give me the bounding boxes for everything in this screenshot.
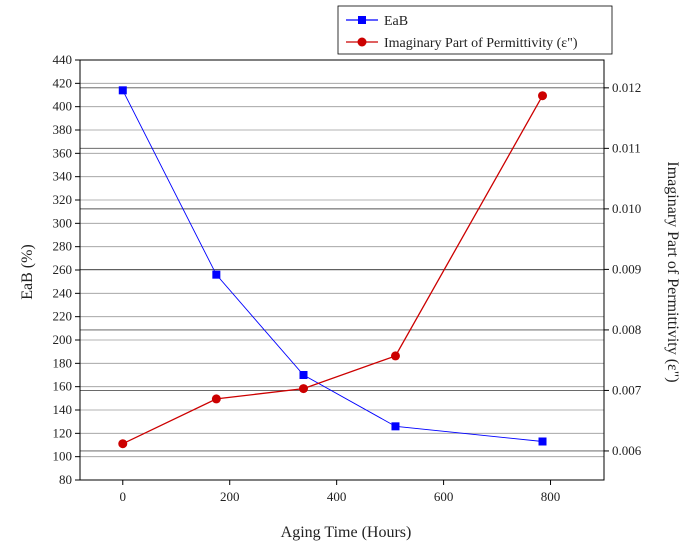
y-tick-label: 260 — [53, 262, 73, 277]
y-tick-label: 180 — [53, 355, 73, 370]
y-tick-label: 300 — [53, 215, 73, 230]
legend-entry-label: Imaginary Part of Permittivity (ε") — [384, 36, 578, 51]
data-point-eab — [212, 270, 221, 279]
data-point-permittivity — [118, 439, 128, 449]
legend-entry-label: EaB — [384, 14, 408, 29]
y-tick-label: 160 — [53, 379, 73, 394]
data-point-permittivity — [211, 394, 221, 404]
y-tick-label: 80 — [59, 472, 72, 487]
y-tick-label: 280 — [53, 239, 73, 254]
y-tick-label: 100 — [53, 449, 73, 464]
y-tick-label: 220 — [53, 309, 73, 324]
y-tick-label: 380 — [53, 122, 73, 137]
y-tick-label: 360 — [53, 145, 73, 160]
data-point-permittivity — [390, 351, 400, 361]
x-tick-label: 400 — [327, 489, 347, 504]
x-tick-label: 200 — [220, 489, 240, 504]
y2-axis-title: Imaginary Part of Permittivity (ε") — [664, 161, 681, 382]
y2-tick-label: 0.009 — [612, 261, 641, 276]
legend: EaB Imaginary Part of Permittivity (ε") — [337, 5, 613, 55]
y-tick-label: 340 — [53, 169, 73, 184]
data-point-eab — [391, 422, 400, 431]
legend-swatch-square — [358, 16, 366, 24]
y2-axis-ticks: 0.006 0.007 0.008 0.009 0.010 0.011 0.012 — [604, 80, 642, 458]
x-axis-ticks: 0 200 400 600 800 — [120, 480, 561, 504]
y-tick-label: 200 — [53, 332, 73, 347]
y-axis-ticks: 80 100 120 140 160 180 200 220 240 260 280 300 320 34… — [53, 52, 80, 487]
series-line-1 — [122, 90, 543, 442]
data-point-permittivity — [299, 384, 309, 394]
data-point-permittivity — [538, 91, 548, 101]
y2-tick-label: 0.006 — [612, 443, 642, 458]
y-tick-label: 320 — [53, 192, 73, 207]
y-tick-label: 140 — [53, 402, 73, 417]
y-tick-label: 400 — [53, 99, 73, 114]
x-tick-label: 800 — [541, 489, 561, 504]
x-tick-label: 0 — [120, 489, 127, 504]
y-tick-label: 120 — [53, 425, 73, 440]
legend-box — [337, 5, 613, 55]
data-point-eab — [118, 86, 127, 95]
y-tick-label: 420 — [53, 75, 73, 90]
y-axis-title: EaB (%) — [19, 244, 36, 300]
data-point-eab — [538, 437, 547, 446]
series-layer — [118, 86, 548, 449]
x-axis-title: Aging Time (Hours) — [281, 524, 412, 541]
y-tick-label: 240 — [53, 285, 73, 300]
y-tick-label: 440 — [53, 52, 73, 67]
data-point-eab — [299, 371, 308, 379]
y2-tick-label: 0.010 — [612, 201, 641, 216]
y2-tick-label: 0.008 — [612, 322, 641, 337]
legend-swatch-circle — [357, 37, 367, 47]
y2-tick-label: 0.007 — [612, 382, 642, 397]
grid-lines — [80, 59, 604, 481]
y2-tick-label: 0.011 — [612, 140, 641, 155]
y2-tick-label: 0.012 — [612, 80, 641, 95]
x-tick-label: 600 — [434, 489, 454, 504]
